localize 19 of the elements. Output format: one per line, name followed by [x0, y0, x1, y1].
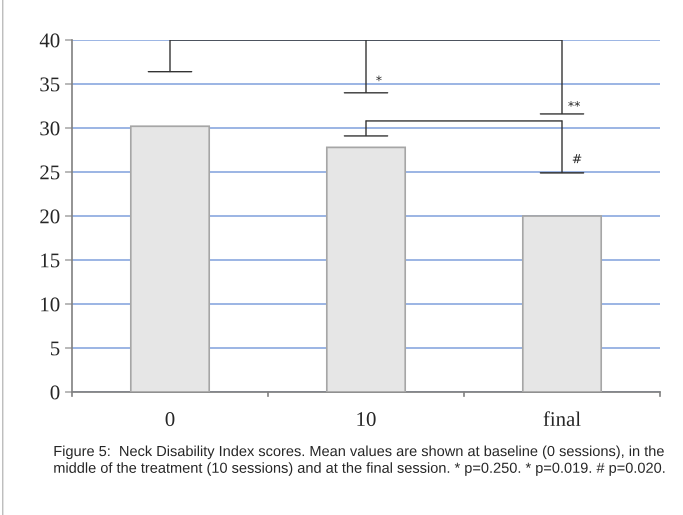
annotation: * — [376, 76, 382, 82]
annotation: ** — [568, 101, 580, 107]
y-tick-label: 15 — [41, 253, 60, 268]
x-tick-label: 0 — [166, 412, 174, 426]
y-tick-label: 0 — [50, 385, 60, 400]
bar — [522, 215, 602, 392]
y-tick-label: 10 — [41, 297, 60, 312]
x-tick-label: 10 — [357, 412, 376, 426]
y-tick-label: 25 — [40, 165, 60, 180]
bar — [130, 125, 210, 392]
y-tick-label: 40 — [40, 33, 60, 48]
annotation: # — [572, 154, 582, 164]
y-tick-label: 30 — [40, 121, 60, 136]
y-tick-label: 5 — [50, 342, 60, 356]
x-tick-label: final — [544, 411, 581, 426]
caption: Figure 5: Neck Disability Index scores. Mean values are shown at baseline (0 sessions), in the middle of the treatment (10 sessions) and at the final session. * p=0.250. * p=0.019. # p=0.020. — [54, 445, 664, 476]
y-tick-label: 35 — [40, 77, 60, 92]
bar — [326, 146, 406, 392]
y-tick-label: 20 — [40, 209, 60, 224]
